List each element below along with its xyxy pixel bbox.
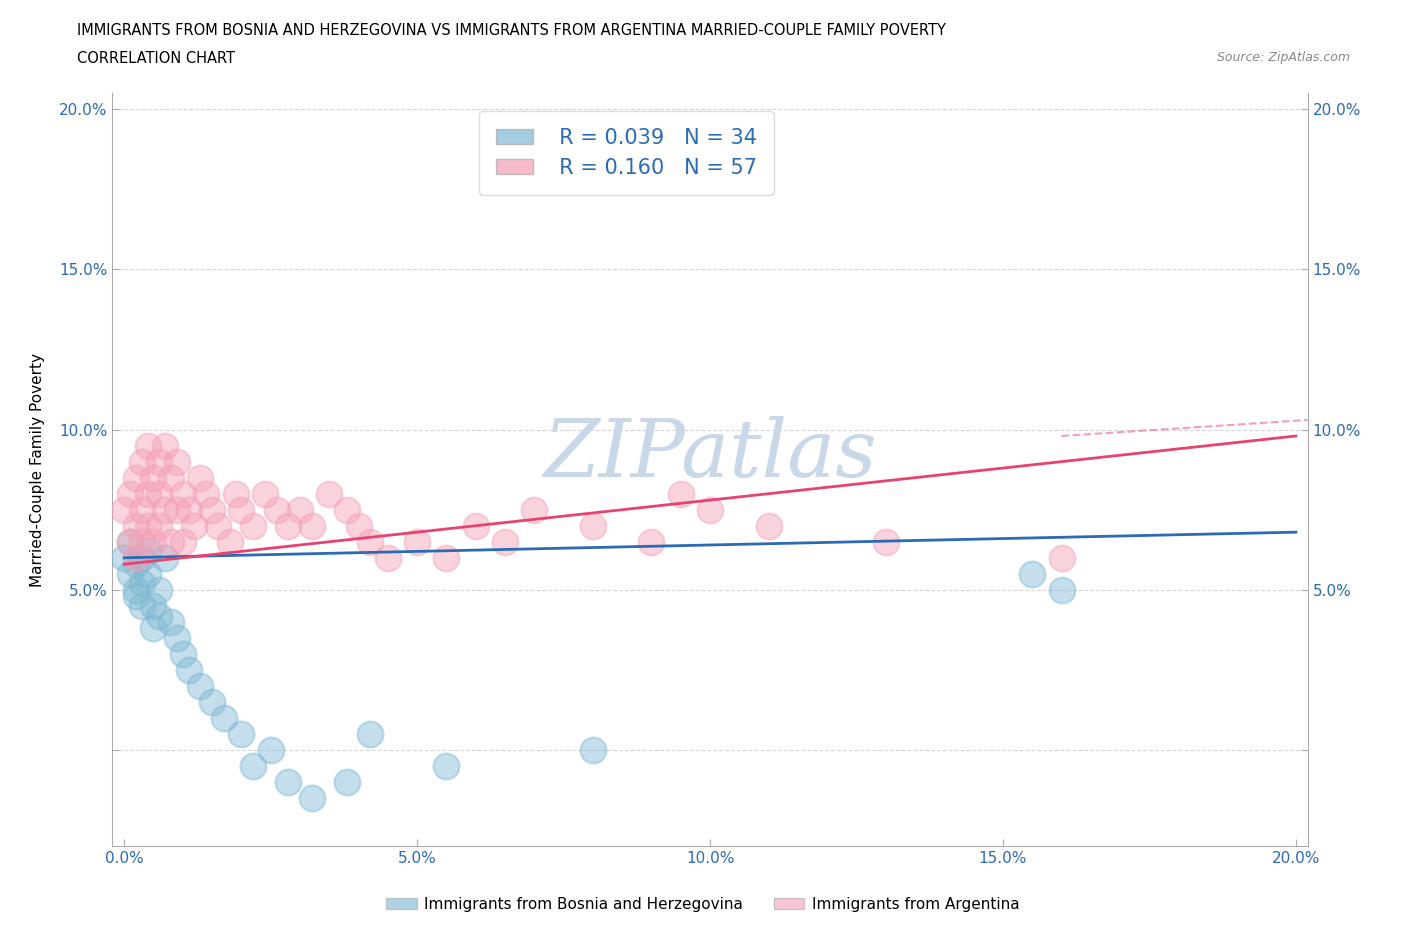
Point	[136, 544, 159, 559]
Point	[436, 551, 458, 565]
Point	[155, 438, 177, 453]
Point	[131, 598, 153, 613]
Point	[166, 454, 188, 469]
Point	[336, 502, 359, 517]
Point	[120, 535, 141, 550]
Point	[494, 535, 516, 550]
Point	[125, 589, 148, 604]
Point	[142, 471, 165, 485]
Point	[136, 566, 159, 581]
Point	[347, 518, 370, 533]
Point	[148, 486, 170, 501]
Point	[207, 518, 229, 533]
Point	[242, 518, 264, 533]
Text: Source: ZipAtlas.com: Source: ZipAtlas.com	[1216, 51, 1350, 64]
Point	[523, 502, 546, 517]
Point	[148, 608, 170, 623]
Point	[142, 535, 165, 550]
Point	[172, 646, 194, 661]
Point	[136, 518, 159, 533]
Point	[131, 535, 153, 550]
Point	[699, 502, 721, 517]
Point	[125, 582, 148, 597]
Point	[582, 518, 605, 533]
Point	[288, 502, 311, 517]
Point	[183, 518, 205, 533]
Y-axis label: Married-Couple Family Poverty: Married-Couple Family Poverty	[31, 352, 45, 587]
Point	[142, 598, 165, 613]
Text: ZIPatlas: ZIPatlas	[543, 416, 877, 493]
Point	[125, 518, 148, 533]
Point	[277, 518, 299, 533]
Point	[177, 662, 200, 677]
Point	[260, 743, 283, 758]
Point	[231, 502, 253, 517]
Point	[155, 551, 177, 565]
Point	[640, 535, 662, 550]
Point	[277, 775, 299, 790]
Point	[136, 486, 159, 501]
Point	[112, 502, 135, 517]
Point	[318, 486, 340, 501]
Point	[188, 679, 212, 694]
Point	[148, 454, 170, 469]
Point	[131, 576, 153, 591]
Point	[112, 551, 135, 565]
Point	[582, 743, 605, 758]
Point	[201, 695, 224, 710]
Point	[242, 759, 264, 774]
Point	[142, 621, 165, 636]
Point	[195, 486, 218, 501]
Text: IMMIGRANTS FROM BOSNIA AND HERZEGOVINA VS IMMIGRANTS FROM ARGENTINA MARRIED-COUP: IMMIGRANTS FROM BOSNIA AND HERZEGOVINA V…	[77, 23, 946, 38]
Point	[166, 631, 188, 645]
Point	[301, 518, 323, 533]
Point	[160, 535, 183, 550]
Point	[160, 615, 183, 630]
Point	[406, 535, 429, 550]
Point	[131, 454, 153, 469]
Point	[875, 535, 897, 550]
Point	[436, 759, 458, 774]
Point	[464, 518, 486, 533]
Point	[301, 790, 323, 805]
Point	[669, 486, 692, 501]
Point	[148, 582, 170, 597]
Point	[359, 726, 381, 741]
Point	[125, 471, 148, 485]
Point	[212, 711, 235, 725]
Legend:   R = 0.039   N = 34,   R = 0.160   N = 57: R = 0.039 N = 34, R = 0.160 N = 57	[479, 111, 773, 194]
Point	[177, 502, 200, 517]
Point	[131, 502, 153, 517]
Point	[188, 471, 212, 485]
Point	[160, 471, 183, 485]
Point	[120, 486, 141, 501]
Point	[1050, 551, 1073, 565]
Point	[201, 502, 224, 517]
Point	[266, 502, 288, 517]
Point	[253, 486, 276, 501]
Point	[218, 535, 240, 550]
Point	[225, 486, 247, 501]
Point	[125, 557, 148, 572]
Point	[120, 566, 141, 581]
Point	[377, 551, 399, 565]
Point	[1050, 582, 1073, 597]
Point	[758, 518, 780, 533]
Point	[359, 535, 381, 550]
Point	[120, 535, 141, 550]
Point	[136, 438, 159, 453]
Point	[148, 518, 170, 533]
Point	[155, 502, 177, 517]
Point	[125, 551, 148, 565]
Point	[231, 726, 253, 741]
Point	[1021, 566, 1043, 581]
Legend: Immigrants from Bosnia and Herzegovina, Immigrants from Argentina: Immigrants from Bosnia and Herzegovina, …	[380, 891, 1026, 918]
Point	[336, 775, 359, 790]
Point	[172, 486, 194, 501]
Point	[166, 502, 188, 517]
Text: CORRELATION CHART: CORRELATION CHART	[77, 51, 235, 66]
Point	[172, 535, 194, 550]
Point	[131, 551, 153, 565]
